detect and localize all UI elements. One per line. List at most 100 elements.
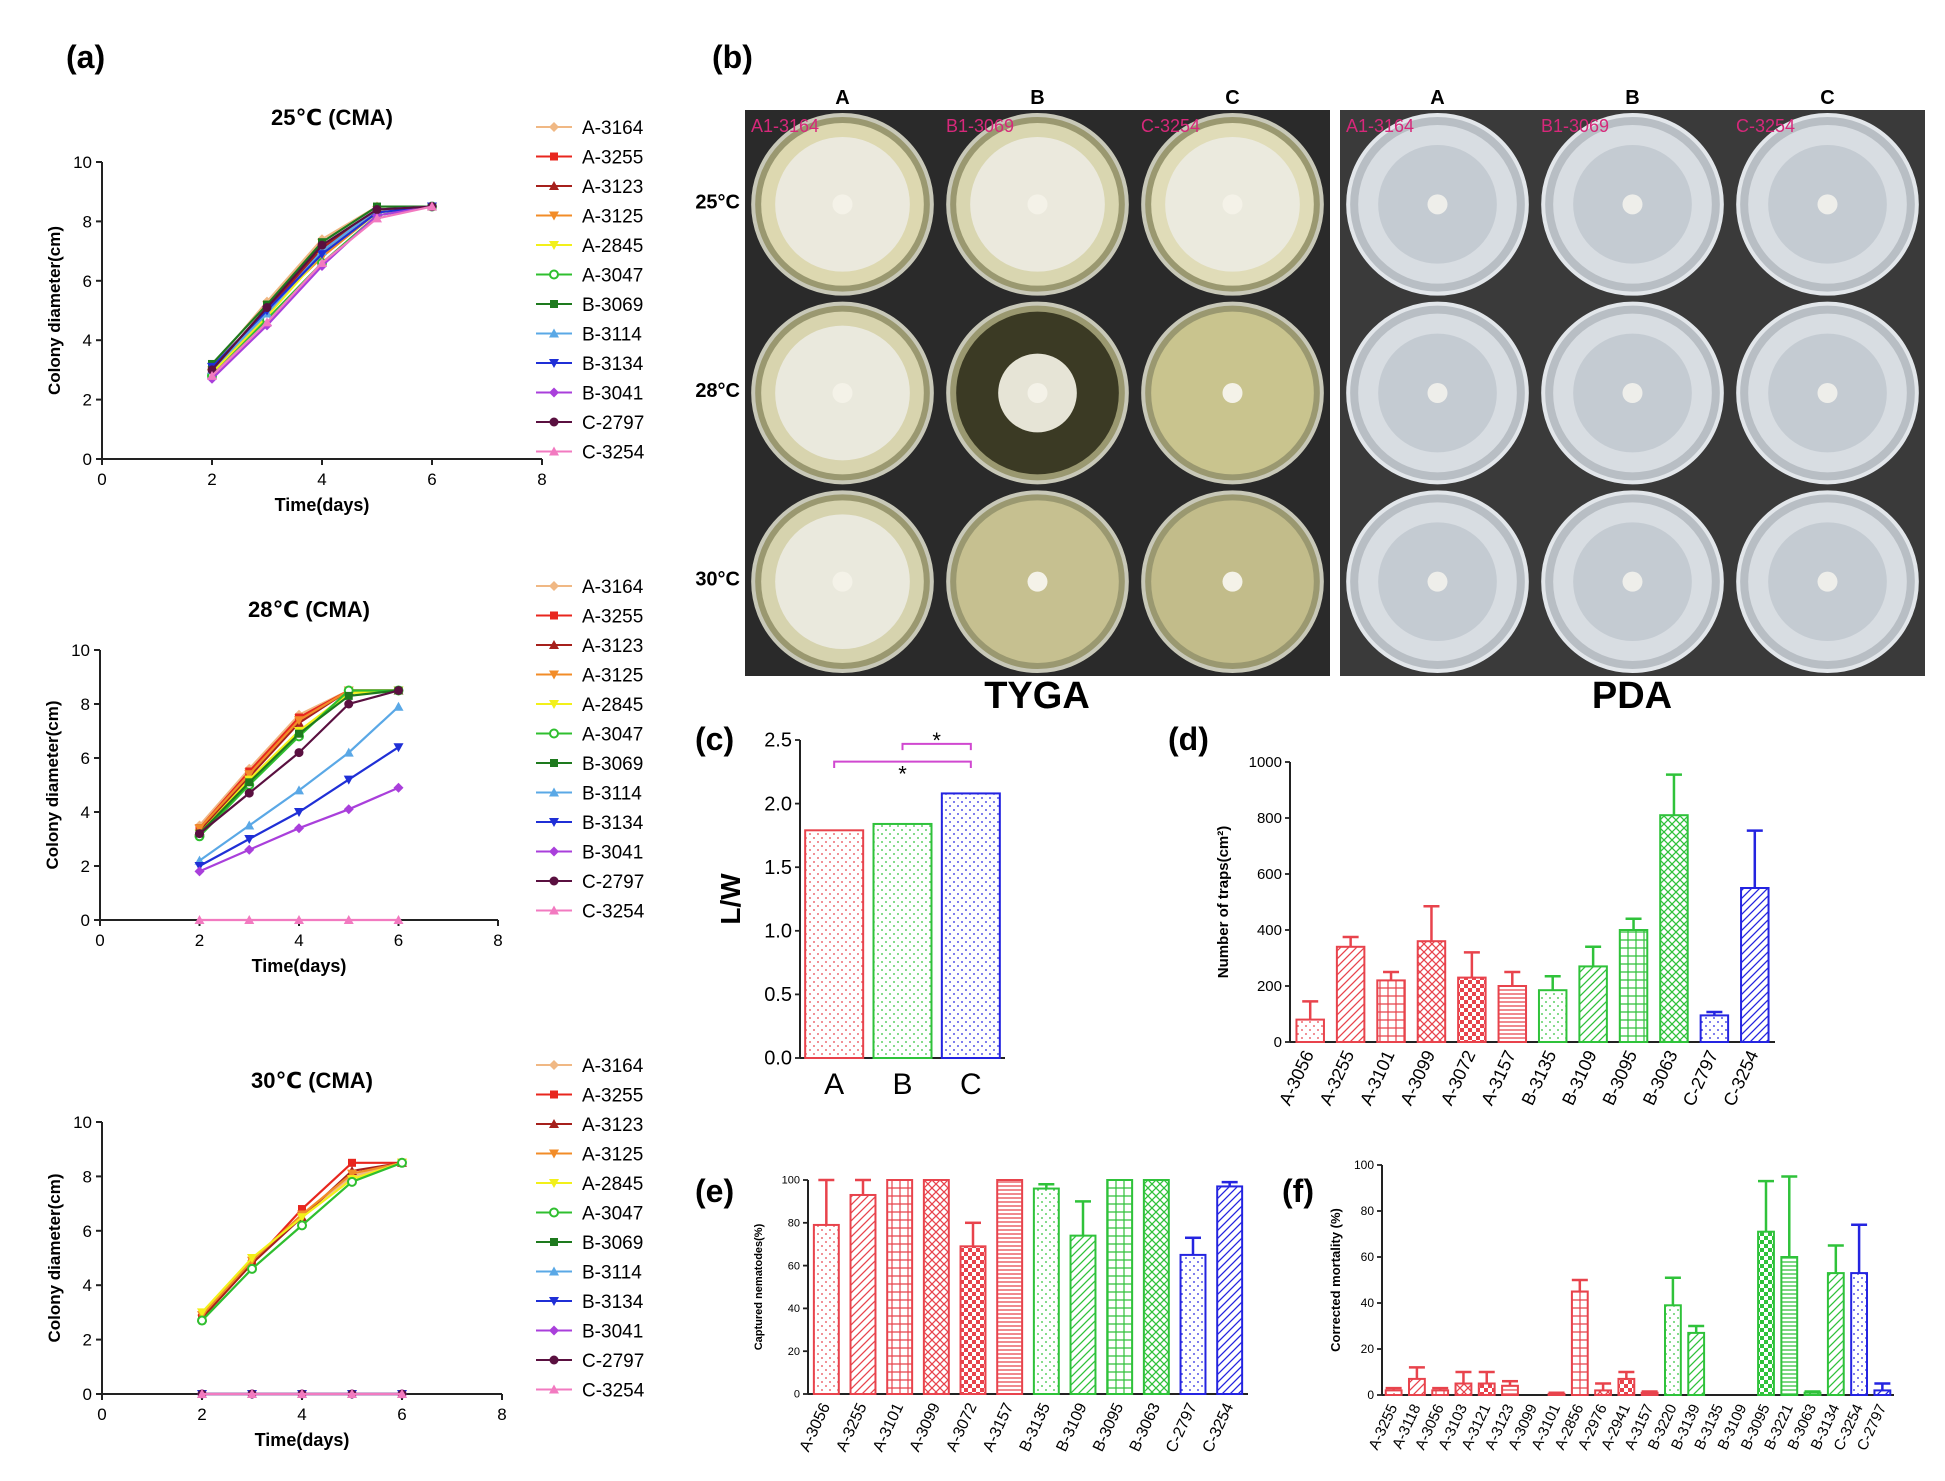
y-tick-label: 100	[782, 1175, 800, 1187]
x-tick-label: 2	[207, 470, 216, 489]
line-chart-25c: 25℃ (CMA) 0 2 4 6 8 10 0 2 4 6 8 Time(days) Colony di…	[45, 105, 645, 515]
y-axis-label: Number of traps(cm²)	[1215, 826, 1232, 979]
legend-label: B-3134	[582, 1292, 644, 1313]
bar-B-3135	[1537, 989, 1568, 1044]
bar-B-3139	[1687, 1331, 1706, 1397]
chart-title: 25℃ (CMA)	[271, 105, 393, 130]
legend-label: C-3254	[582, 443, 645, 464]
y-tick-label: 400	[1257, 922, 1282, 939]
legend-marker	[549, 846, 559, 857]
y-tick-label: 60	[1361, 1250, 1375, 1264]
y-tick-label: 4	[83, 1276, 92, 1295]
bar-B-3134	[1826, 1272, 1845, 1396]
y-axis-label: Colony diameter(cm)	[45, 226, 64, 395]
legend-marker	[549, 1266, 559, 1276]
legend-label: A-3125	[582, 1145, 643, 1166]
data-point	[244, 770, 255, 780]
data-point	[372, 213, 382, 223]
bar-A-3118	[1407, 1377, 1426, 1397]
bar-A-3101	[886, 1179, 914, 1395]
data-point	[244, 844, 255, 855]
legend-label: A-3047	[582, 266, 643, 287]
legend-marker	[549, 670, 559, 680]
data-point	[343, 775, 354, 785]
legend-label: A-3164	[582, 577, 644, 598]
legend-marker	[549, 1119, 559, 1128]
bar-A-2976	[1594, 1389, 1613, 1397]
bar-C-3254	[1740, 887, 1770, 1043]
panel-letter-e: (e)	[695, 1173, 734, 1209]
x-tick-label: 4	[317, 470, 326, 489]
data-point	[244, 788, 254, 798]
x-tick-label: 2	[195, 931, 204, 950]
x-axis-label: Time(days)	[255, 1430, 350, 1450]
data-point	[344, 699, 354, 709]
legend-label: B-3041	[582, 384, 643, 405]
legend-marker	[549, 387, 559, 398]
category-label: B	[892, 1068, 912, 1101]
legend-marker	[550, 611, 558, 620]
y-tick-label: 600	[1257, 866, 1282, 883]
bar-B-3063	[1659, 814, 1689, 1044]
legend-label: A-3047	[582, 1204, 643, 1225]
column-header-C: C	[1820, 87, 1834, 109]
category-label: A-3056	[797, 1400, 834, 1454]
y-tick-label: 60	[788, 1260, 800, 1272]
y-tick-label: 0	[1367, 1388, 1374, 1402]
inoculum-plug	[1027, 383, 1048, 403]
data-point	[344, 691, 353, 700]
bar-A	[804, 829, 865, 1060]
data-point	[397, 1157, 407, 1168]
data-point	[247, 1389, 257, 1398]
x-tick-label: 2	[197, 1405, 206, 1424]
y-tick-label: 8	[83, 212, 92, 231]
data-point	[297, 1213, 307, 1223]
data-point	[348, 1158, 356, 1167]
data-point	[194, 915, 205, 924]
bar-C-2797	[1873, 1389, 1892, 1397]
column-header-A: A	[1430, 87, 1444, 109]
data-point	[427, 201, 437, 211]
panel-letter-a: (a)	[66, 39, 105, 75]
bar-B-3135	[1032, 1187, 1060, 1396]
x-tick-label: 6	[394, 931, 403, 950]
y-tick-label: 800	[1257, 810, 1282, 827]
series-line-C-3254	[211, 205, 433, 377]
column-header-B: B	[1030, 87, 1044, 109]
inoculum-plug	[1622, 571, 1643, 592]
series-line-A-3164	[201, 1161, 403, 1316]
category-label: A-3056	[1275, 1047, 1318, 1108]
chart-title: 28℃ (CMA)	[248, 597, 370, 622]
bar-A-3101	[1547, 1392, 1566, 1396]
inoculum-plug	[832, 571, 853, 592]
y-tick-label: 0	[83, 1385, 92, 1404]
strain-label: C-3254	[1736, 116, 1795, 136]
data-point	[294, 823, 304, 834]
data-point	[244, 915, 255, 924]
x-tick-label: 6	[397, 1405, 406, 1424]
category-label: A-3101	[870, 1400, 907, 1454]
y-tick-label: 0.5	[764, 984, 792, 1006]
x-tick-label: 6	[427, 470, 436, 489]
legend-label: A-3123	[582, 636, 643, 657]
bar-B-3095	[1106, 1179, 1134, 1395]
inoculum-plug	[1222, 194, 1243, 215]
legend-marker	[549, 211, 559, 221]
y-tick-label: 6	[83, 272, 92, 291]
panel-letter-f: (f)	[1282, 1173, 1314, 1209]
bar-C-3254	[1216, 1185, 1244, 1396]
data-point	[393, 743, 404, 753]
y-tick-label: 6	[81, 749, 90, 768]
inoculum-plug	[1622, 383, 1643, 403]
inoculum-plug	[1222, 571, 1243, 592]
column-header-B: B	[1625, 87, 1639, 109]
inoculum-plug	[1222, 383, 1243, 403]
y-tick-label: 8	[81, 695, 90, 714]
legend-label: C-2797	[582, 872, 644, 893]
bar-B-3221	[1780, 1256, 1799, 1396]
legend-label: A-2845	[582, 695, 643, 716]
x-tick-label: 0	[97, 1405, 106, 1424]
legend-label: A-3164	[582, 1056, 644, 1077]
data-point	[343, 804, 354, 815]
category-label: B-3095	[1090, 1400, 1127, 1454]
